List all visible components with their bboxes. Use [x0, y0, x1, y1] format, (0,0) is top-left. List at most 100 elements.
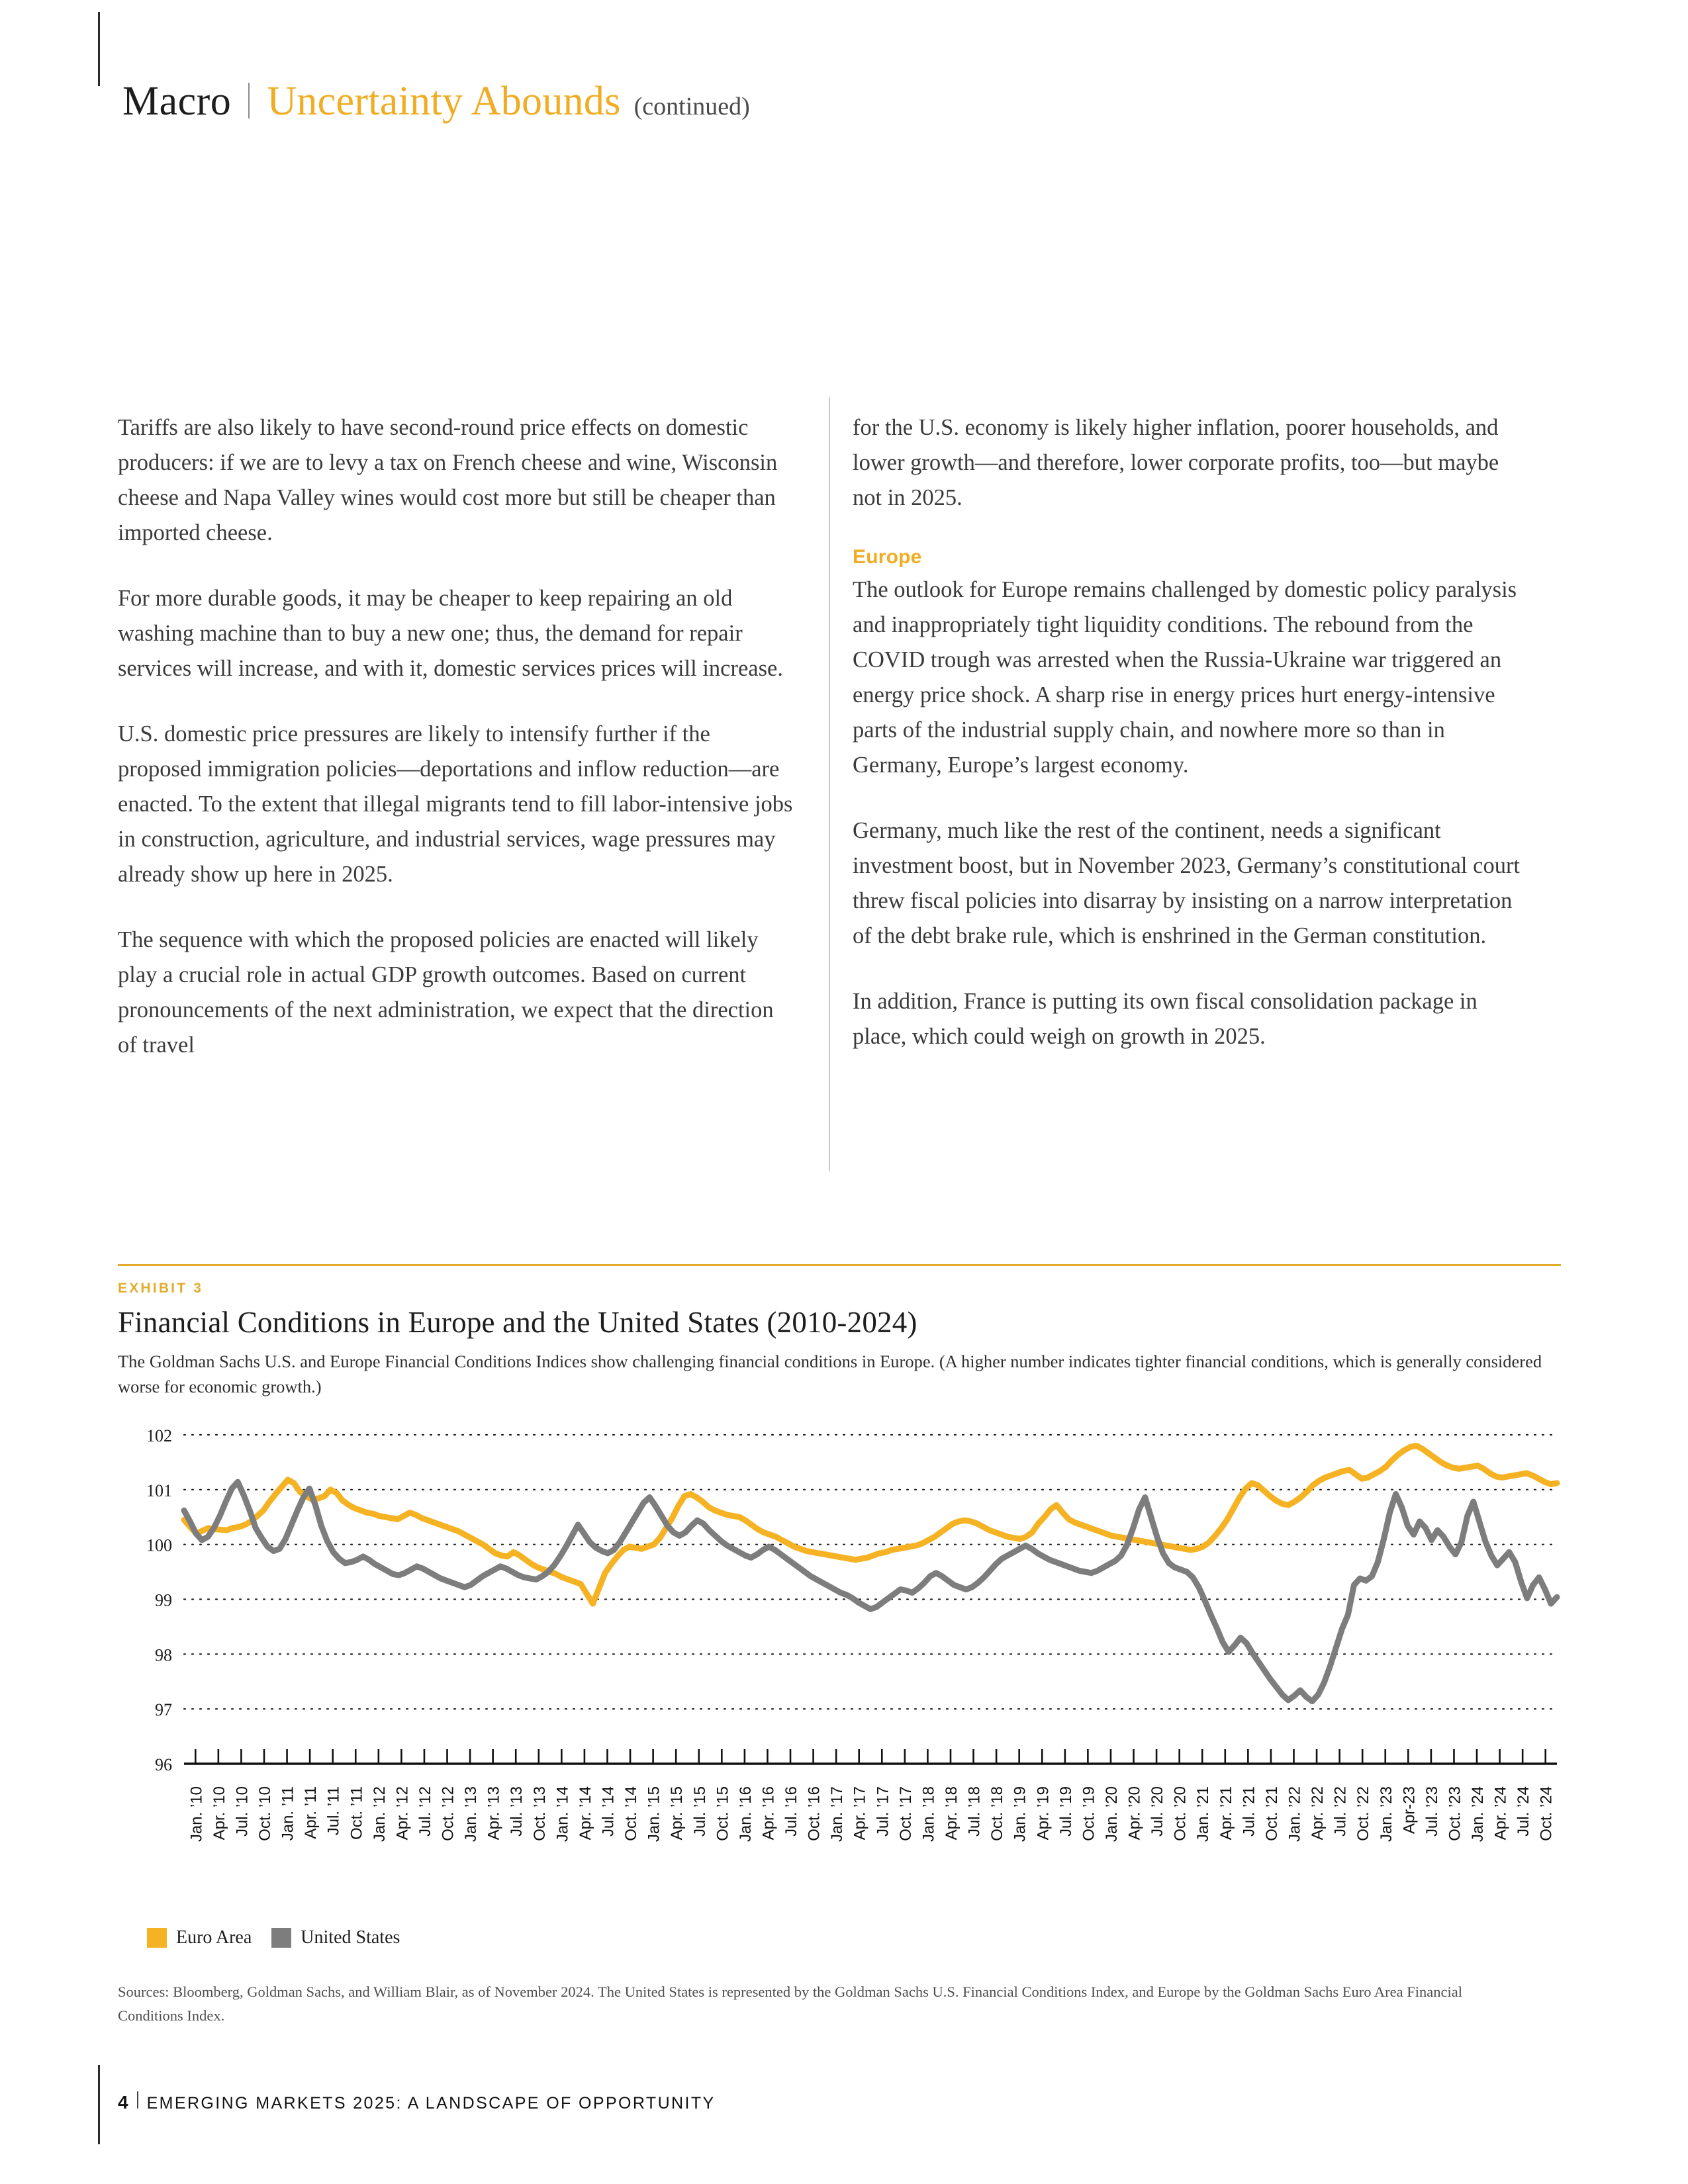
- footer-accent-rule: [98, 2065, 100, 2144]
- exhibit-title: Financial Conditions in Europe and the U…: [118, 1306, 917, 1339]
- x-axis-tick-label: Oct. ’24: [1538, 1786, 1556, 1841]
- masthead-divider: [248, 83, 250, 118]
- x-axis-tick-label: Oct. ’11: [348, 1786, 365, 1840]
- x-axis-tick-label: Jan. ’12: [371, 1786, 389, 1842]
- section-subhead-europe: Europe: [853, 546, 922, 568]
- x-axis-tick-label: Oct. ’18: [988, 1786, 1006, 1841]
- x-axis-tick-label: Jan. ’18: [919, 1786, 937, 1842]
- exhibit-top-rule: [118, 1264, 1561, 1266]
- x-axis-tick-label: Jan. ’14: [553, 1786, 571, 1842]
- x-axis-tick-label: Apr-23: [1400, 1786, 1418, 1834]
- chart-sources-note: Sources: Bloomberg, Goldman Sachs, and W…: [118, 1983, 1462, 2024]
- x-axis-tick-label: Apr. ’13: [485, 1786, 503, 1840]
- x-axis-tick-label: Jul. ’17: [874, 1786, 892, 1837]
- x-axis-tick-label: Jul. ’14: [599, 1786, 617, 1837]
- y-axis-tick-label: 100: [146, 1536, 172, 1555]
- header-accent-rule: [98, 12, 100, 86]
- x-axis-tick-label: Jan. ’22: [1286, 1786, 1303, 1842]
- paragraph: U.S. domestic price pressures are likely…: [118, 721, 793, 887]
- x-axis-tick-label: Apr. ’16: [759, 1786, 777, 1840]
- chart-canvas: 96 97 98 99 100 101 102 Jan. ’10 Apr. ’10 Jul. ’1…: [146, 1430, 1560, 1842]
- x-axis-tick-label: Jan. ’13: [462, 1786, 480, 1842]
- left-text-column: Tariffs are also likely to have second-r…: [118, 410, 793, 1063]
- paragraph: The outlook for Europe remains challenge…: [853, 577, 1517, 778]
- column-divider: [829, 397, 830, 1171]
- page-footer: 4 EMERGING MARKETS 2025: A LANDSCAPE OF …: [118, 2091, 716, 2113]
- y-axis-tick-label: 99: [155, 1591, 172, 1610]
- x-axis-tick-label: Apr. ’17: [851, 1786, 869, 1840]
- x-axis-tick-label: Oct. ’12: [440, 1786, 457, 1841]
- x-axis-tick-label: Jul. ’12: [416, 1786, 434, 1837]
- x-axis-tick-label: Jul. ’19: [1057, 1786, 1075, 1837]
- paragraph: The sequence with which the proposed pol…: [118, 927, 774, 1058]
- x-axis-tick-label: Jan. ’21: [1194, 1786, 1212, 1842]
- legend-swatch-icon: [147, 1928, 167, 1948]
- x-axis-tick-label: Oct. ’13: [531, 1786, 549, 1841]
- x-axis-tick-label: Oct. ’20: [1172, 1786, 1190, 1841]
- x-axis-tick-label: Jan. ’24: [1469, 1786, 1487, 1842]
- x-axis-tick-label: Apr. ’11: [302, 1786, 320, 1839]
- x-axis-tick-label: Apr. ’19: [1034, 1786, 1052, 1840]
- y-axis-tick-label: 101: [146, 1481, 172, 1500]
- x-axis-tick-label: Jul. ’10: [233, 1786, 251, 1837]
- x-axis-tick-label: Jan. ’10: [187, 1786, 205, 1842]
- page-title: Uncertainty Abounds: [267, 79, 621, 124]
- x-axis-tick-label: Oct. ’22: [1354, 1786, 1372, 1841]
- x-axis-tick-label: Apr. ’22: [1309, 1786, 1327, 1840]
- x-axis-tick-label: Jul. ’21: [1240, 1786, 1258, 1837]
- y-axis-tick-label: 97: [155, 1700, 172, 1719]
- chart-series-line: [181, 1443, 1560, 1607]
- x-axis-tick-label: Oct. ’15: [714, 1786, 731, 1841]
- x-axis-tick-label: Apr. ’21: [1217, 1786, 1235, 1840]
- x-axis-tick-label: Apr. ’18: [943, 1786, 961, 1840]
- x-axis-tick-label: Jul. ’22: [1332, 1786, 1350, 1837]
- x-axis-tick-label: Jul. ’13: [508, 1786, 526, 1837]
- legend-label: United States: [301, 1927, 400, 1948]
- legend-item-united-states: United States: [271, 1927, 400, 1948]
- x-axis-tick-label: Jul. ’18: [966, 1786, 984, 1837]
- paragraph: Tariffs are also likely to have second-r…: [118, 415, 778, 545]
- x-axis-tick-label: Jan. ’23: [1378, 1786, 1395, 1842]
- x-axis-tick-label: Jan. ’19: [1011, 1786, 1029, 1842]
- x-axis-tick-label: Jul. ’16: [782, 1786, 800, 1837]
- paragraph: Germany, much like the rest of the conti…: [853, 818, 1521, 948]
- x-axis-tick-label: Apr. ’12: [393, 1786, 411, 1840]
- exhibit-description: The Goldman Sachs U.S. and Europe Financ…: [118, 1351, 1542, 1396]
- section-label: Macro: [122, 79, 232, 124]
- masthead: Macro Uncertainty Abounds (continued): [122, 78, 750, 125]
- x-axis-tick-label: Oct. ’16: [806, 1786, 823, 1841]
- x-axis-tick-label: Jul. ’20: [1149, 1786, 1166, 1837]
- paragraph: for the U.S. economy is likely higher in…: [853, 415, 1499, 510]
- y-axis-tick-label: 96: [155, 1755, 172, 1774]
- y-axis-tick-label: 102: [146, 1430, 172, 1445]
- x-axis-tick-label: Jan. ’17: [828, 1786, 846, 1842]
- x-axis-tick-label: Oct. ’19: [1080, 1786, 1098, 1841]
- chart-series-line: [181, 1479, 1560, 1705]
- financial-conditions-chart: 96 97 98 99 100 101 102 Jan. ’10 Apr. ’10 Jul. ’1…: [113, 1430, 1562, 1946]
- x-axis-tick-label: Jul. ’15: [691, 1786, 709, 1837]
- right-text-column: for the U.S. economy is likely higher in…: [853, 410, 1528, 1054]
- x-axis-tick-label: Jan. ’15: [645, 1786, 663, 1842]
- x-axis-tick-label: Apr. ’15: [668, 1786, 686, 1840]
- exhibit-label: EXHIBIT 3: [118, 1281, 204, 1296]
- x-axis-tick-label: Jul. ’23: [1423, 1786, 1441, 1837]
- chart-legend: Euro Area United States: [147, 1927, 400, 1948]
- x-axis-tick-label: Apr. ’24: [1492, 1786, 1510, 1840]
- paragraph: For more durable goods, it may be cheape…: [118, 586, 783, 681]
- x-axis-tick-label: Oct. ’10: [256, 1786, 274, 1841]
- x-axis-tick-label: Jul. ’11: [325, 1786, 343, 1835]
- x-axis-tick-label: Oct. ’14: [622, 1786, 640, 1841]
- footer-title: EMERGING MARKETS 2025: A LANDSCAPE OF OP…: [146, 2094, 716, 2113]
- x-axis-tick-label: Oct. ’23: [1446, 1786, 1464, 1841]
- continued-label: (continued): [633, 93, 750, 120]
- legend-label: Euro Area: [176, 1927, 252, 1948]
- x-axis-tick-label: Apr. ’14: [577, 1786, 594, 1840]
- x-axis-tick-label: Jan. ’11: [279, 1786, 297, 1841]
- paragraph: In addition, France is putting its own f…: [853, 989, 1477, 1049]
- legend-swatch-icon: [271, 1928, 292, 1948]
- x-axis-tick-label: Jan. ’20: [1103, 1786, 1121, 1842]
- x-axis-tick-label: Oct. ’21: [1263, 1786, 1281, 1841]
- y-axis-tick-label: 98: [155, 1645, 172, 1664]
- x-axis-tick-label: Oct. ’17: [897, 1786, 915, 1841]
- page-number: 4: [118, 2092, 128, 2113]
